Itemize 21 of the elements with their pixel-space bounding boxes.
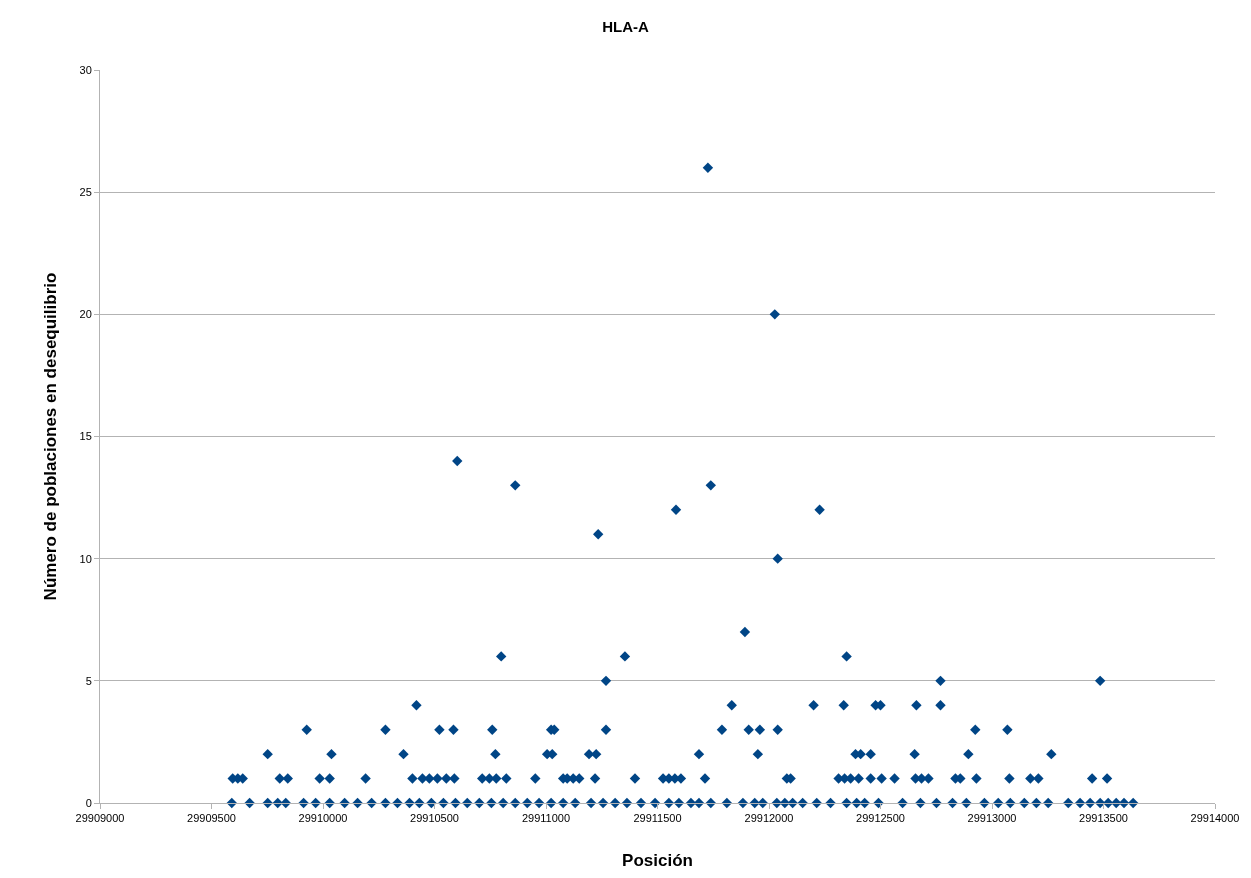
- x-tick-label: 29909500: [187, 812, 236, 825]
- x-tick-label: 29911000: [521, 812, 571, 825]
- chart-title: HLA-A: [602, 18, 649, 36]
- x-axis-title: Posición: [622, 850, 693, 870]
- x-tick-label: 29910000: [298, 812, 348, 825]
- x-tick-label: 29912000: [744, 812, 794, 825]
- x-tick-label: 29909000: [75, 812, 125, 825]
- x-tick-label: 29912500: [856, 812, 905, 825]
- x-tick-label: 29913500: [1079, 812, 1128, 825]
- x-tick-label: 29914000: [1190, 812, 1240, 825]
- y-tick-label: 15: [79, 430, 92, 443]
- y-tick-label: 30: [79, 63, 92, 76]
- x-tick-label: 29911500: [633, 812, 682, 825]
- y-tick-label: 10: [79, 552, 92, 565]
- y-axis-title: Número de poblaciones en desequilibrio: [41, 272, 61, 601]
- y-tick-label: 20: [79, 308, 92, 321]
- x-tick-label: 29913000: [967, 812, 1017, 825]
- y-tick-label: 25: [79, 186, 92, 199]
- x-tick-label: 29910500: [410, 812, 459, 825]
- y-tick-label: 5: [85, 674, 92, 687]
- y-tick-label: 0: [85, 796, 92, 809]
